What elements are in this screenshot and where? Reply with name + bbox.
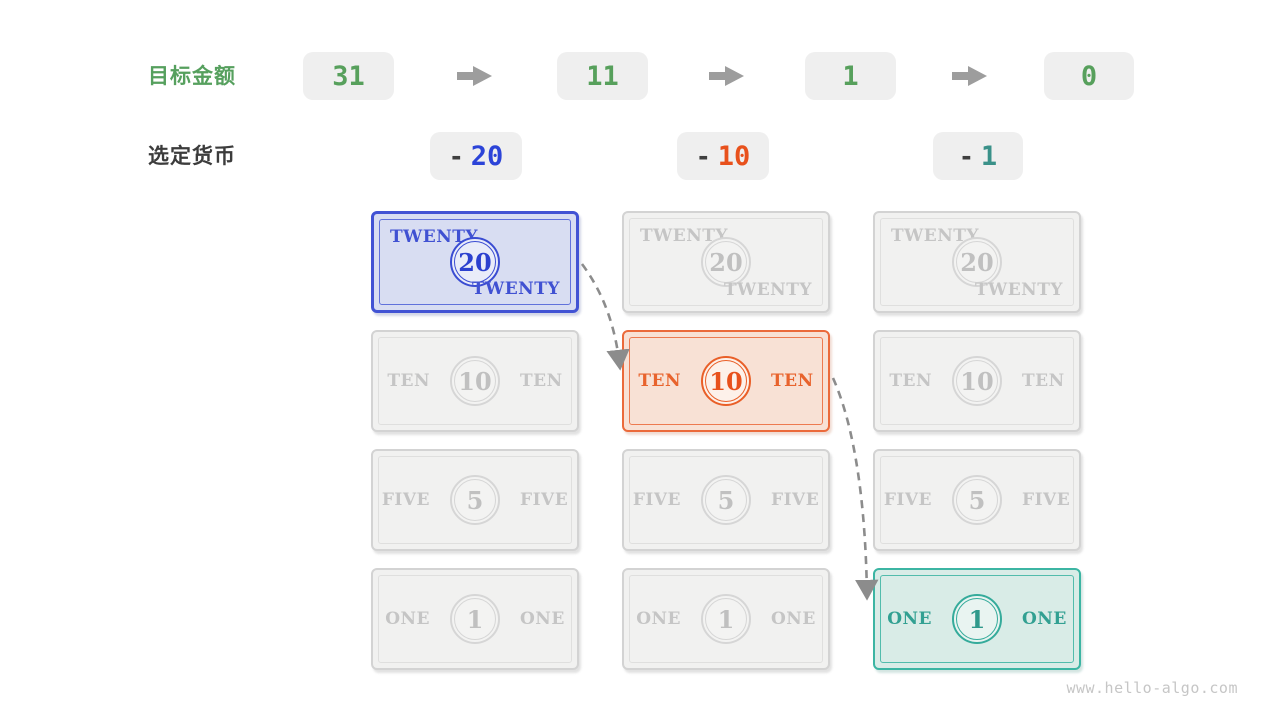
banknote-value: 10 (458, 366, 492, 396)
arrow-right-icon (457, 65, 493, 87)
banknote-one: ONE 1 ONE (622, 568, 830, 670)
target-amount-label: 目标金额 (148, 64, 236, 88)
amount-value: 0 (1080, 60, 1098, 92)
banknote-five: FIVE 5 FIVE (873, 449, 1081, 551)
banknote-value-circle: 5 (952, 475, 1002, 525)
banknote-word: FIVE (381, 490, 430, 510)
banknote-value: 20 (960, 247, 994, 277)
amount-box-11: 11 (557, 52, 648, 100)
banknote-word: ONE (636, 609, 681, 629)
banknote-word: TEN (1022, 371, 1065, 391)
banknote-word: TWENTY (974, 280, 1063, 300)
coin-deduction-box-20: - 20 (430, 132, 522, 180)
coin-deduction-box-10: - 10 (677, 132, 769, 180)
banknote-word: FIVE (1022, 490, 1071, 510)
banknote-word: TWENTY (471, 279, 560, 299)
banknote-ten-selected: TEN 10 TEN (622, 330, 830, 432)
banknote-value: 1 (717, 604, 735, 634)
amount-value: 31 (332, 60, 365, 92)
banknote-value-circle: 10 (450, 356, 500, 406)
amount-value: 1 (842, 60, 859, 92)
banknote-value: 20 (709, 247, 743, 277)
coin-deduction-box-1: - 1 (933, 132, 1023, 180)
banknote-value-circle: 1 (701, 594, 751, 644)
banknote-word: TEN (771, 371, 814, 391)
banknote-five: FIVE 5 FIVE (371, 449, 579, 551)
banknote-word: FIVE (632, 490, 681, 510)
banknote-value: 5 (968, 485, 986, 515)
arrow-right-icon (952, 65, 988, 87)
banknote-value-circle: 20 (450, 237, 500, 287)
banknote-word: TWENTY (390, 227, 479, 247)
banknote-value: 1 (466, 604, 484, 634)
banknote-word: FIVE (520, 490, 569, 510)
selected-coin-label: 选定货币 (148, 144, 236, 168)
banknote-word: TEN (889, 371, 932, 391)
banknote-word: TWENTY (723, 280, 812, 300)
banknote-word: ONE (520, 609, 565, 629)
banknote-word: TEN (387, 371, 430, 391)
amount-box-0: 0 (1044, 52, 1134, 100)
banknote-twenty: TWENTY 20 TWENTY (622, 211, 830, 313)
coin-value: 1 (980, 140, 998, 172)
banknote-value: 1 (968, 604, 986, 634)
banknote-value-circle: 10 (701, 356, 751, 406)
banknote-value-circle: 1 (450, 594, 500, 644)
watermark: www.hello-algo.com (1066, 679, 1238, 697)
banknote-twenty: TWENTY 20 TWENTY (873, 211, 1081, 313)
minus-sign: - (695, 141, 711, 171)
coin-value: 10 (717, 140, 751, 172)
banknote-one-selected: ONE 1 ONE (873, 568, 1081, 670)
banknote-value-circle: 5 (701, 475, 751, 525)
banknote-value: 10 (709, 366, 743, 396)
minus-sign: - (958, 141, 974, 171)
banknote-value: 10 (960, 366, 994, 396)
amount-box-1: 1 (805, 52, 896, 100)
banknote-value-circle: 10 (952, 356, 1002, 406)
banknote-word: ONE (1022, 609, 1067, 629)
banknote-value: 5 (466, 485, 484, 515)
banknote-ten: TEN 10 TEN (873, 330, 1081, 432)
banknote-value: 20 (458, 247, 492, 277)
minus-sign: - (448, 141, 464, 171)
amount-value: 11 (586, 60, 619, 92)
banknote-one: ONE 1 ONE (371, 568, 579, 670)
banknote-value-circle: 20 (952, 237, 1002, 287)
amount-box-31: 31 (303, 52, 394, 100)
banknote-word: FIVE (771, 490, 820, 510)
banknote-value-circle: 1 (952, 594, 1002, 644)
banknote-value-circle: 20 (701, 237, 751, 287)
banknote-grid: TWENTY 20 TWENTY TWENTY 20 TWENTY TWENTY… (371, 211, 1081, 670)
coin-value: 20 (470, 140, 504, 172)
banknote-word: TWENTY (640, 226, 729, 246)
banknote-value: 5 (717, 485, 735, 515)
banknote-word: ONE (887, 609, 932, 629)
banknote-twenty-selected: TWENTY 20 TWENTY (371, 211, 579, 313)
banknote-ten: TEN 10 TEN (371, 330, 579, 432)
banknote-word: TWENTY (891, 226, 980, 246)
banknote-value-circle: 5 (450, 475, 500, 525)
banknote-five: FIVE 5 FIVE (622, 449, 830, 551)
banknote-word: ONE (771, 609, 816, 629)
banknote-word: ONE (385, 609, 430, 629)
arrow-right-icon (709, 65, 745, 87)
banknote-word: FIVE (883, 490, 932, 510)
banknote-word: TEN (638, 371, 681, 391)
banknote-word: TEN (520, 371, 563, 391)
